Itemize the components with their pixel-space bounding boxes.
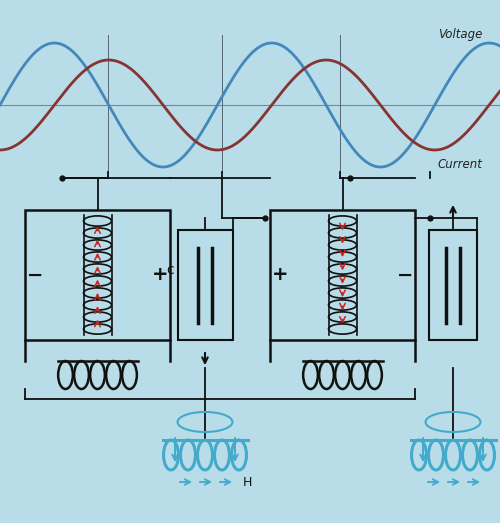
Ellipse shape xyxy=(328,288,356,298)
Ellipse shape xyxy=(84,300,112,310)
Ellipse shape xyxy=(198,440,212,470)
Ellipse shape xyxy=(84,264,112,274)
Ellipse shape xyxy=(328,240,356,250)
Ellipse shape xyxy=(328,252,356,262)
Ellipse shape xyxy=(328,264,356,274)
Ellipse shape xyxy=(122,361,137,389)
Text: c: c xyxy=(166,263,173,277)
Text: +: + xyxy=(152,266,168,285)
Ellipse shape xyxy=(412,440,426,470)
Ellipse shape xyxy=(84,252,112,262)
Ellipse shape xyxy=(328,312,356,322)
Ellipse shape xyxy=(74,361,89,389)
Ellipse shape xyxy=(232,440,246,470)
Ellipse shape xyxy=(84,276,112,286)
Ellipse shape xyxy=(328,216,356,226)
Ellipse shape xyxy=(214,440,230,470)
Ellipse shape xyxy=(58,361,73,389)
Ellipse shape xyxy=(328,228,356,238)
Bar xyxy=(25,210,170,340)
Bar xyxy=(178,230,233,340)
Text: +: + xyxy=(272,266,288,285)
Bar xyxy=(270,210,415,340)
Ellipse shape xyxy=(328,300,356,310)
Ellipse shape xyxy=(446,440,460,470)
Ellipse shape xyxy=(106,361,121,389)
Ellipse shape xyxy=(462,440,477,470)
Bar xyxy=(429,230,477,340)
Text: H: H xyxy=(242,475,252,488)
Text: −: − xyxy=(27,266,43,285)
Ellipse shape xyxy=(480,440,494,470)
Ellipse shape xyxy=(84,288,112,298)
Ellipse shape xyxy=(180,440,196,470)
Ellipse shape xyxy=(351,361,366,389)
Ellipse shape xyxy=(84,312,112,322)
Ellipse shape xyxy=(90,361,105,389)
Text: Current: Current xyxy=(438,158,483,171)
Ellipse shape xyxy=(428,440,444,470)
Ellipse shape xyxy=(367,361,382,389)
Ellipse shape xyxy=(84,240,112,250)
Ellipse shape xyxy=(328,324,356,334)
Text: Voltage: Voltage xyxy=(438,28,482,41)
Ellipse shape xyxy=(328,276,356,286)
Text: −: − xyxy=(397,266,413,285)
Ellipse shape xyxy=(84,228,112,238)
Ellipse shape xyxy=(84,324,112,334)
Ellipse shape xyxy=(335,361,350,389)
Ellipse shape xyxy=(164,440,178,470)
Ellipse shape xyxy=(303,361,318,389)
Ellipse shape xyxy=(319,361,334,389)
Ellipse shape xyxy=(84,216,112,226)
